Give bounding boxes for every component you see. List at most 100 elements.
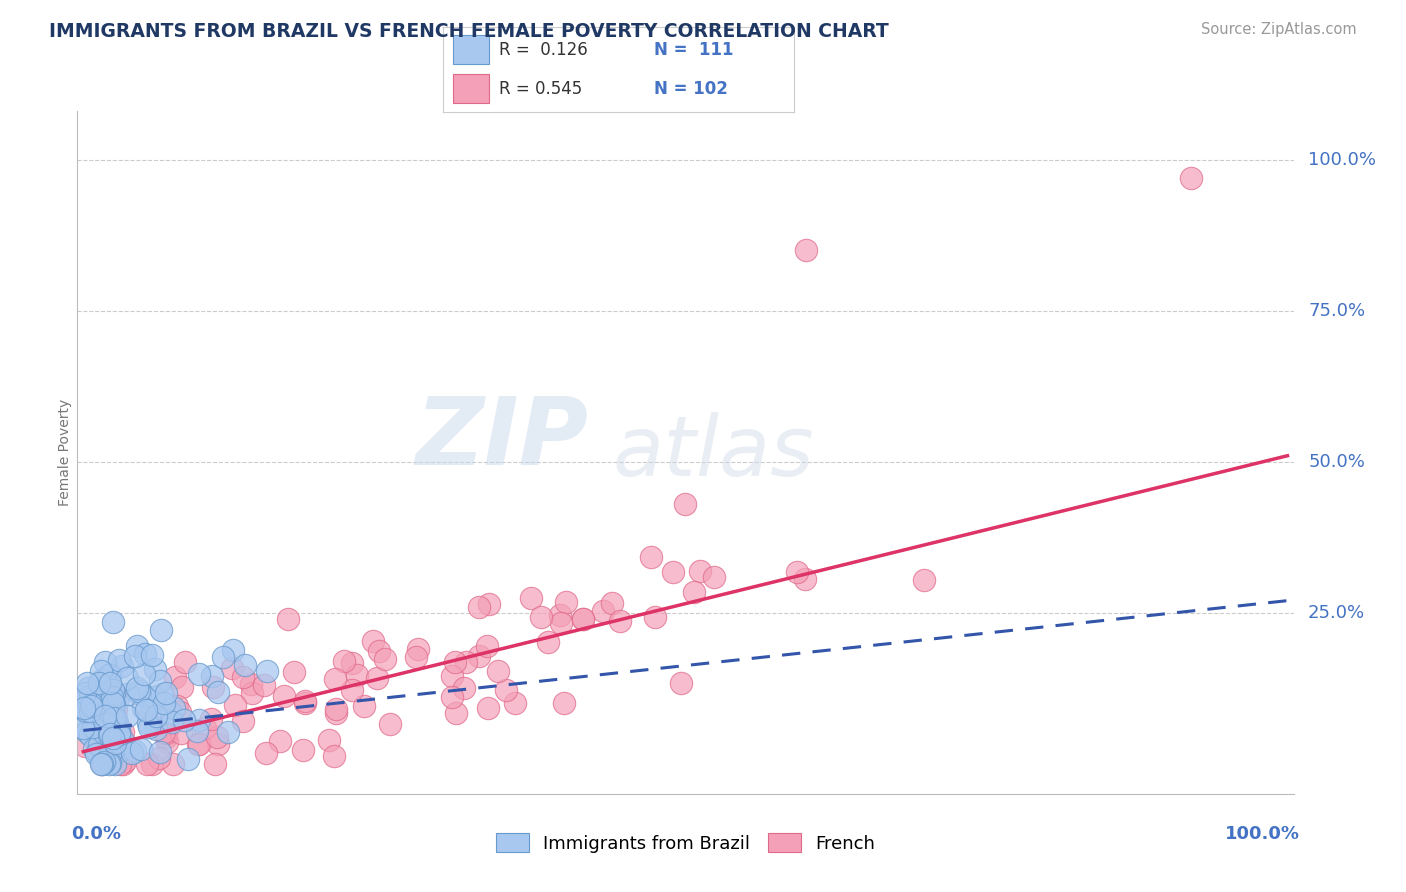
Point — [378, 717, 401, 731]
Point — [127, 686, 149, 700]
Point — [440, 669, 463, 683]
Point — [138, 715, 160, 730]
Text: R = 0.545: R = 0.545 — [499, 79, 582, 97]
Point — [75, 704, 97, 718]
Point — [217, 724, 239, 739]
Point — [79, 704, 101, 718]
Point — [201, 680, 224, 694]
Point — [97, 754, 120, 768]
Point — [294, 694, 316, 708]
Point — [322, 749, 344, 764]
Point — [786, 565, 808, 579]
Point — [98, 747, 121, 762]
Point — [186, 724, 208, 739]
Point — [128, 683, 150, 698]
Y-axis label: Female Poverty: Female Poverty — [58, 399, 72, 507]
Point — [142, 690, 165, 705]
Point — [155, 686, 177, 700]
Point — [572, 612, 595, 626]
Point — [169, 705, 191, 719]
Point — [294, 696, 316, 710]
Point — [325, 706, 347, 720]
Point — [96, 705, 118, 719]
Point — [155, 726, 177, 740]
Point — [163, 670, 186, 684]
Text: 50.0%: 50.0% — [1308, 453, 1365, 471]
Point — [173, 713, 195, 727]
Point — [145, 723, 167, 737]
Point — [111, 659, 134, 673]
Point — [503, 696, 526, 710]
Point — [342, 682, 364, 697]
Text: IMMIGRANTS FROM BRAZIL VS FRENCH FEMALE POVERTY CORRELATION CHART: IMMIGRANTS FROM BRAZIL VS FRENCH FEMALE … — [49, 22, 889, 41]
Point — [172, 680, 194, 694]
Text: N =  111: N = 111 — [654, 41, 734, 59]
Point — [98, 676, 121, 690]
Point — [477, 701, 499, 715]
Point — [273, 689, 295, 703]
Text: atlas: atlas — [613, 412, 814, 493]
Point — [104, 736, 127, 750]
Point — [475, 640, 498, 654]
Point — [221, 661, 243, 675]
Point — [441, 690, 464, 704]
Point — [153, 696, 176, 710]
Point — [170, 726, 193, 740]
Point — [105, 695, 128, 709]
Point — [671, 675, 693, 690]
Point — [292, 743, 315, 757]
Point — [486, 664, 509, 678]
Point — [550, 615, 572, 630]
Point — [84, 747, 107, 761]
Point — [134, 689, 156, 703]
Point — [115, 671, 138, 685]
Text: 25.0%: 25.0% — [1308, 604, 1365, 622]
Point — [363, 634, 385, 648]
Point — [101, 690, 124, 704]
Point — [592, 604, 614, 618]
Point — [194, 721, 217, 735]
Point — [405, 650, 427, 665]
Point — [90, 687, 112, 701]
Point — [117, 687, 139, 701]
Point — [135, 703, 157, 717]
Point — [98, 727, 121, 741]
Point — [537, 635, 560, 649]
Point — [108, 727, 131, 741]
Point — [207, 737, 229, 751]
Text: N = 102: N = 102 — [654, 79, 728, 97]
Point — [112, 735, 135, 749]
Point — [148, 751, 170, 765]
Point — [87, 747, 110, 761]
Point — [553, 696, 575, 710]
Point — [138, 720, 160, 734]
Point — [163, 701, 186, 715]
Point — [188, 713, 211, 727]
Point — [124, 649, 146, 664]
Point — [794, 244, 817, 258]
Point — [101, 697, 124, 711]
Point — [82, 721, 104, 735]
Point — [104, 712, 127, 726]
Point — [187, 666, 209, 681]
Point — [125, 639, 148, 653]
Point — [90, 664, 112, 678]
Point — [153, 725, 176, 739]
Point — [104, 756, 127, 771]
Text: 100.0%: 100.0% — [1225, 824, 1299, 843]
Point — [76, 676, 98, 690]
Point — [222, 642, 245, 657]
Point — [703, 570, 725, 584]
Point — [239, 677, 262, 691]
Point — [793, 572, 815, 586]
Point — [600, 596, 623, 610]
Point — [84, 699, 107, 714]
Point — [136, 756, 159, 771]
Point — [139, 706, 162, 721]
Point — [444, 706, 467, 720]
Point — [374, 651, 396, 665]
Point — [110, 730, 132, 744]
Point — [174, 655, 197, 669]
Point — [90, 756, 112, 771]
Point — [98, 756, 121, 771]
